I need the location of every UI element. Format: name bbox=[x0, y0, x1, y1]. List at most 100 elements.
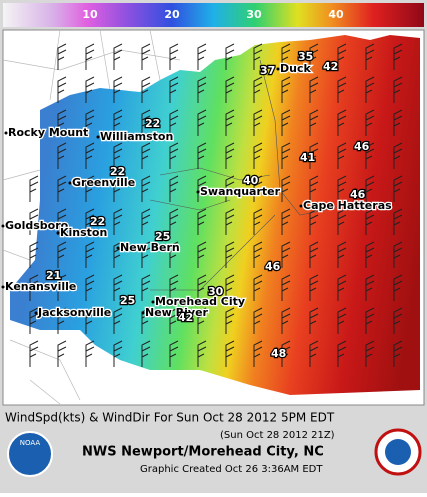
colorbar-tick-label: 10 bbox=[82, 8, 98, 21]
city-label: New Bern bbox=[120, 241, 180, 254]
barb bbox=[141, 241, 151, 268]
barb bbox=[225, 340, 235, 367]
barb bbox=[57, 340, 67, 367]
city-dot bbox=[141, 311, 145, 315]
wind-speed-label: 40 bbox=[243, 174, 259, 187]
barb bbox=[393, 142, 403, 169]
barb bbox=[113, 340, 123, 367]
barb bbox=[225, 43, 235, 70]
barb bbox=[309, 208, 319, 235]
barb bbox=[337, 76, 347, 103]
wind-speed-label: 35 bbox=[298, 50, 313, 63]
wind-speed-label: 37 bbox=[260, 64, 275, 77]
barb bbox=[281, 76, 291, 103]
barb bbox=[169, 43, 179, 70]
barb bbox=[57, 43, 67, 70]
barb bbox=[365, 109, 375, 136]
barb bbox=[393, 76, 403, 103]
barb bbox=[281, 109, 291, 136]
barb bbox=[337, 241, 347, 268]
city-label: Morehead City bbox=[155, 295, 245, 308]
barb bbox=[29, 340, 39, 367]
barb bbox=[169, 142, 179, 169]
barb bbox=[141, 142, 151, 169]
barb bbox=[393, 208, 403, 235]
barb bbox=[85, 142, 95, 169]
wind-speed-label: 46 bbox=[265, 260, 281, 273]
barb bbox=[365, 142, 375, 169]
barb bbox=[309, 43, 319, 70]
barb bbox=[29, 274, 39, 301]
barb bbox=[337, 109, 347, 136]
footer-title: WindSpd(kts) & WindDir For Sun Oct 28 20… bbox=[5, 411, 335, 425]
barb bbox=[57, 208, 67, 235]
barb bbox=[365, 175, 375, 202]
barb bbox=[225, 208, 235, 235]
city-dot bbox=[1, 285, 5, 289]
barb bbox=[281, 241, 291, 268]
barb bbox=[113, 241, 123, 268]
barb bbox=[253, 43, 263, 70]
city-dot bbox=[299, 204, 303, 208]
barb bbox=[365, 340, 375, 367]
barb bbox=[225, 76, 235, 103]
wind-speed-label: 22 bbox=[90, 215, 105, 228]
barb bbox=[337, 274, 347, 301]
wind-speed-label: 46 bbox=[354, 140, 370, 153]
city-label: Goldsboro bbox=[5, 219, 69, 232]
barb bbox=[281, 142, 291, 169]
barb bbox=[197, 241, 207, 268]
barb bbox=[337, 142, 347, 169]
barb bbox=[309, 241, 319, 268]
barb bbox=[393, 109, 403, 136]
barb bbox=[281, 43, 291, 70]
wind-speed-label: 22 bbox=[110, 165, 125, 178]
city-dot bbox=[116, 246, 120, 250]
city-dot bbox=[56, 231, 60, 235]
footer-utc: (Sun Oct 28 2012 21Z) bbox=[220, 430, 335, 441]
barb bbox=[141, 208, 151, 235]
barb bbox=[365, 208, 375, 235]
barb bbox=[309, 109, 319, 136]
barb bbox=[309, 340, 319, 367]
barb bbox=[253, 340, 263, 367]
barb bbox=[141, 109, 151, 136]
wind-speed-label: 25 bbox=[120, 294, 135, 307]
wind-speed-label: 21 bbox=[46, 269, 61, 282]
barb bbox=[309, 274, 319, 301]
barb bbox=[57, 76, 67, 103]
barb bbox=[253, 241, 263, 268]
barb bbox=[57, 241, 67, 268]
city-label: Cape Hatteras bbox=[303, 199, 392, 212]
barb bbox=[225, 109, 235, 136]
barb bbox=[169, 109, 179, 136]
barb bbox=[141, 175, 151, 202]
barb bbox=[281, 274, 291, 301]
footer-office: NWS Newport/Morehead City, NC bbox=[82, 445, 324, 460]
barb bbox=[169, 340, 179, 367]
barb bbox=[253, 76, 263, 103]
coast-lines bbox=[149, 59, 351, 291]
barb bbox=[169, 76, 179, 103]
barb bbox=[393, 340, 403, 367]
barb bbox=[393, 175, 403, 202]
colorbar-tick-label: 30 bbox=[246, 8, 262, 21]
noaa-label: NOAA bbox=[20, 439, 41, 447]
barb bbox=[29, 175, 39, 202]
barb bbox=[113, 175, 123, 202]
barb bbox=[85, 274, 95, 301]
barb bbox=[365, 43, 375, 70]
barb bbox=[85, 175, 95, 202]
barb bbox=[197, 109, 207, 136]
colorbar bbox=[3, 3, 424, 27]
barb bbox=[169, 274, 179, 301]
barb bbox=[197, 307, 207, 334]
wind-speed-label: 46 bbox=[350, 188, 366, 201]
barb bbox=[365, 241, 375, 268]
barb bbox=[197, 142, 207, 169]
barb bbox=[141, 76, 151, 103]
barb bbox=[85, 241, 95, 268]
wind-speed-label: 48 bbox=[271, 347, 286, 360]
barb bbox=[113, 142, 123, 169]
barb bbox=[85, 208, 95, 235]
